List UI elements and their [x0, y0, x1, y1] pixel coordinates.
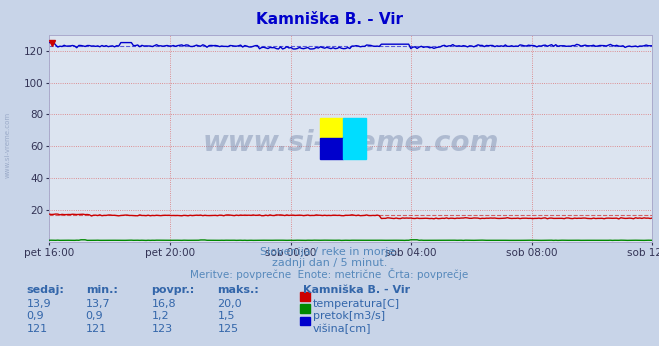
- Text: 0,9: 0,9: [86, 311, 103, 321]
- Text: 121: 121: [26, 324, 47, 334]
- Text: pretok[m3/s]: pretok[m3/s]: [313, 311, 385, 321]
- Text: Meritve: povprečne  Enote: metrične  Črta: povprečje: Meritve: povprečne Enote: metrične Črta:…: [190, 268, 469, 280]
- Text: povpr.:: povpr.:: [152, 285, 195, 295]
- Text: 13,9: 13,9: [26, 299, 51, 309]
- Text: sedaj:: sedaj:: [26, 285, 64, 295]
- Text: Kamniška B. - Vir: Kamniška B. - Vir: [303, 285, 411, 295]
- Text: 0,9: 0,9: [26, 311, 44, 321]
- Text: www.si-vreme.com: www.si-vreme.com: [5, 112, 11, 179]
- Text: 20,0: 20,0: [217, 299, 242, 309]
- Text: Kamniška B. - Vir: Kamniška B. - Vir: [256, 12, 403, 27]
- Text: 123: 123: [152, 324, 173, 334]
- Text: min.:: min.:: [86, 285, 117, 295]
- Text: 13,7: 13,7: [86, 299, 110, 309]
- Text: 16,8: 16,8: [152, 299, 176, 309]
- Text: www.si-vreme.com: www.si-vreme.com: [203, 129, 499, 156]
- Text: maks.:: maks.:: [217, 285, 259, 295]
- Text: 121: 121: [86, 324, 107, 334]
- Text: temperatura[C]: temperatura[C]: [313, 299, 400, 309]
- Text: 1,2: 1,2: [152, 311, 169, 321]
- Text: 125: 125: [217, 324, 239, 334]
- Text: Slovenija / reke in morje.: Slovenija / reke in morje.: [260, 247, 399, 257]
- Text: zadnji dan / 5 minut.: zadnji dan / 5 minut.: [272, 258, 387, 268]
- Text: višina[cm]: višina[cm]: [313, 324, 372, 334]
- Text: 1,5: 1,5: [217, 311, 235, 321]
